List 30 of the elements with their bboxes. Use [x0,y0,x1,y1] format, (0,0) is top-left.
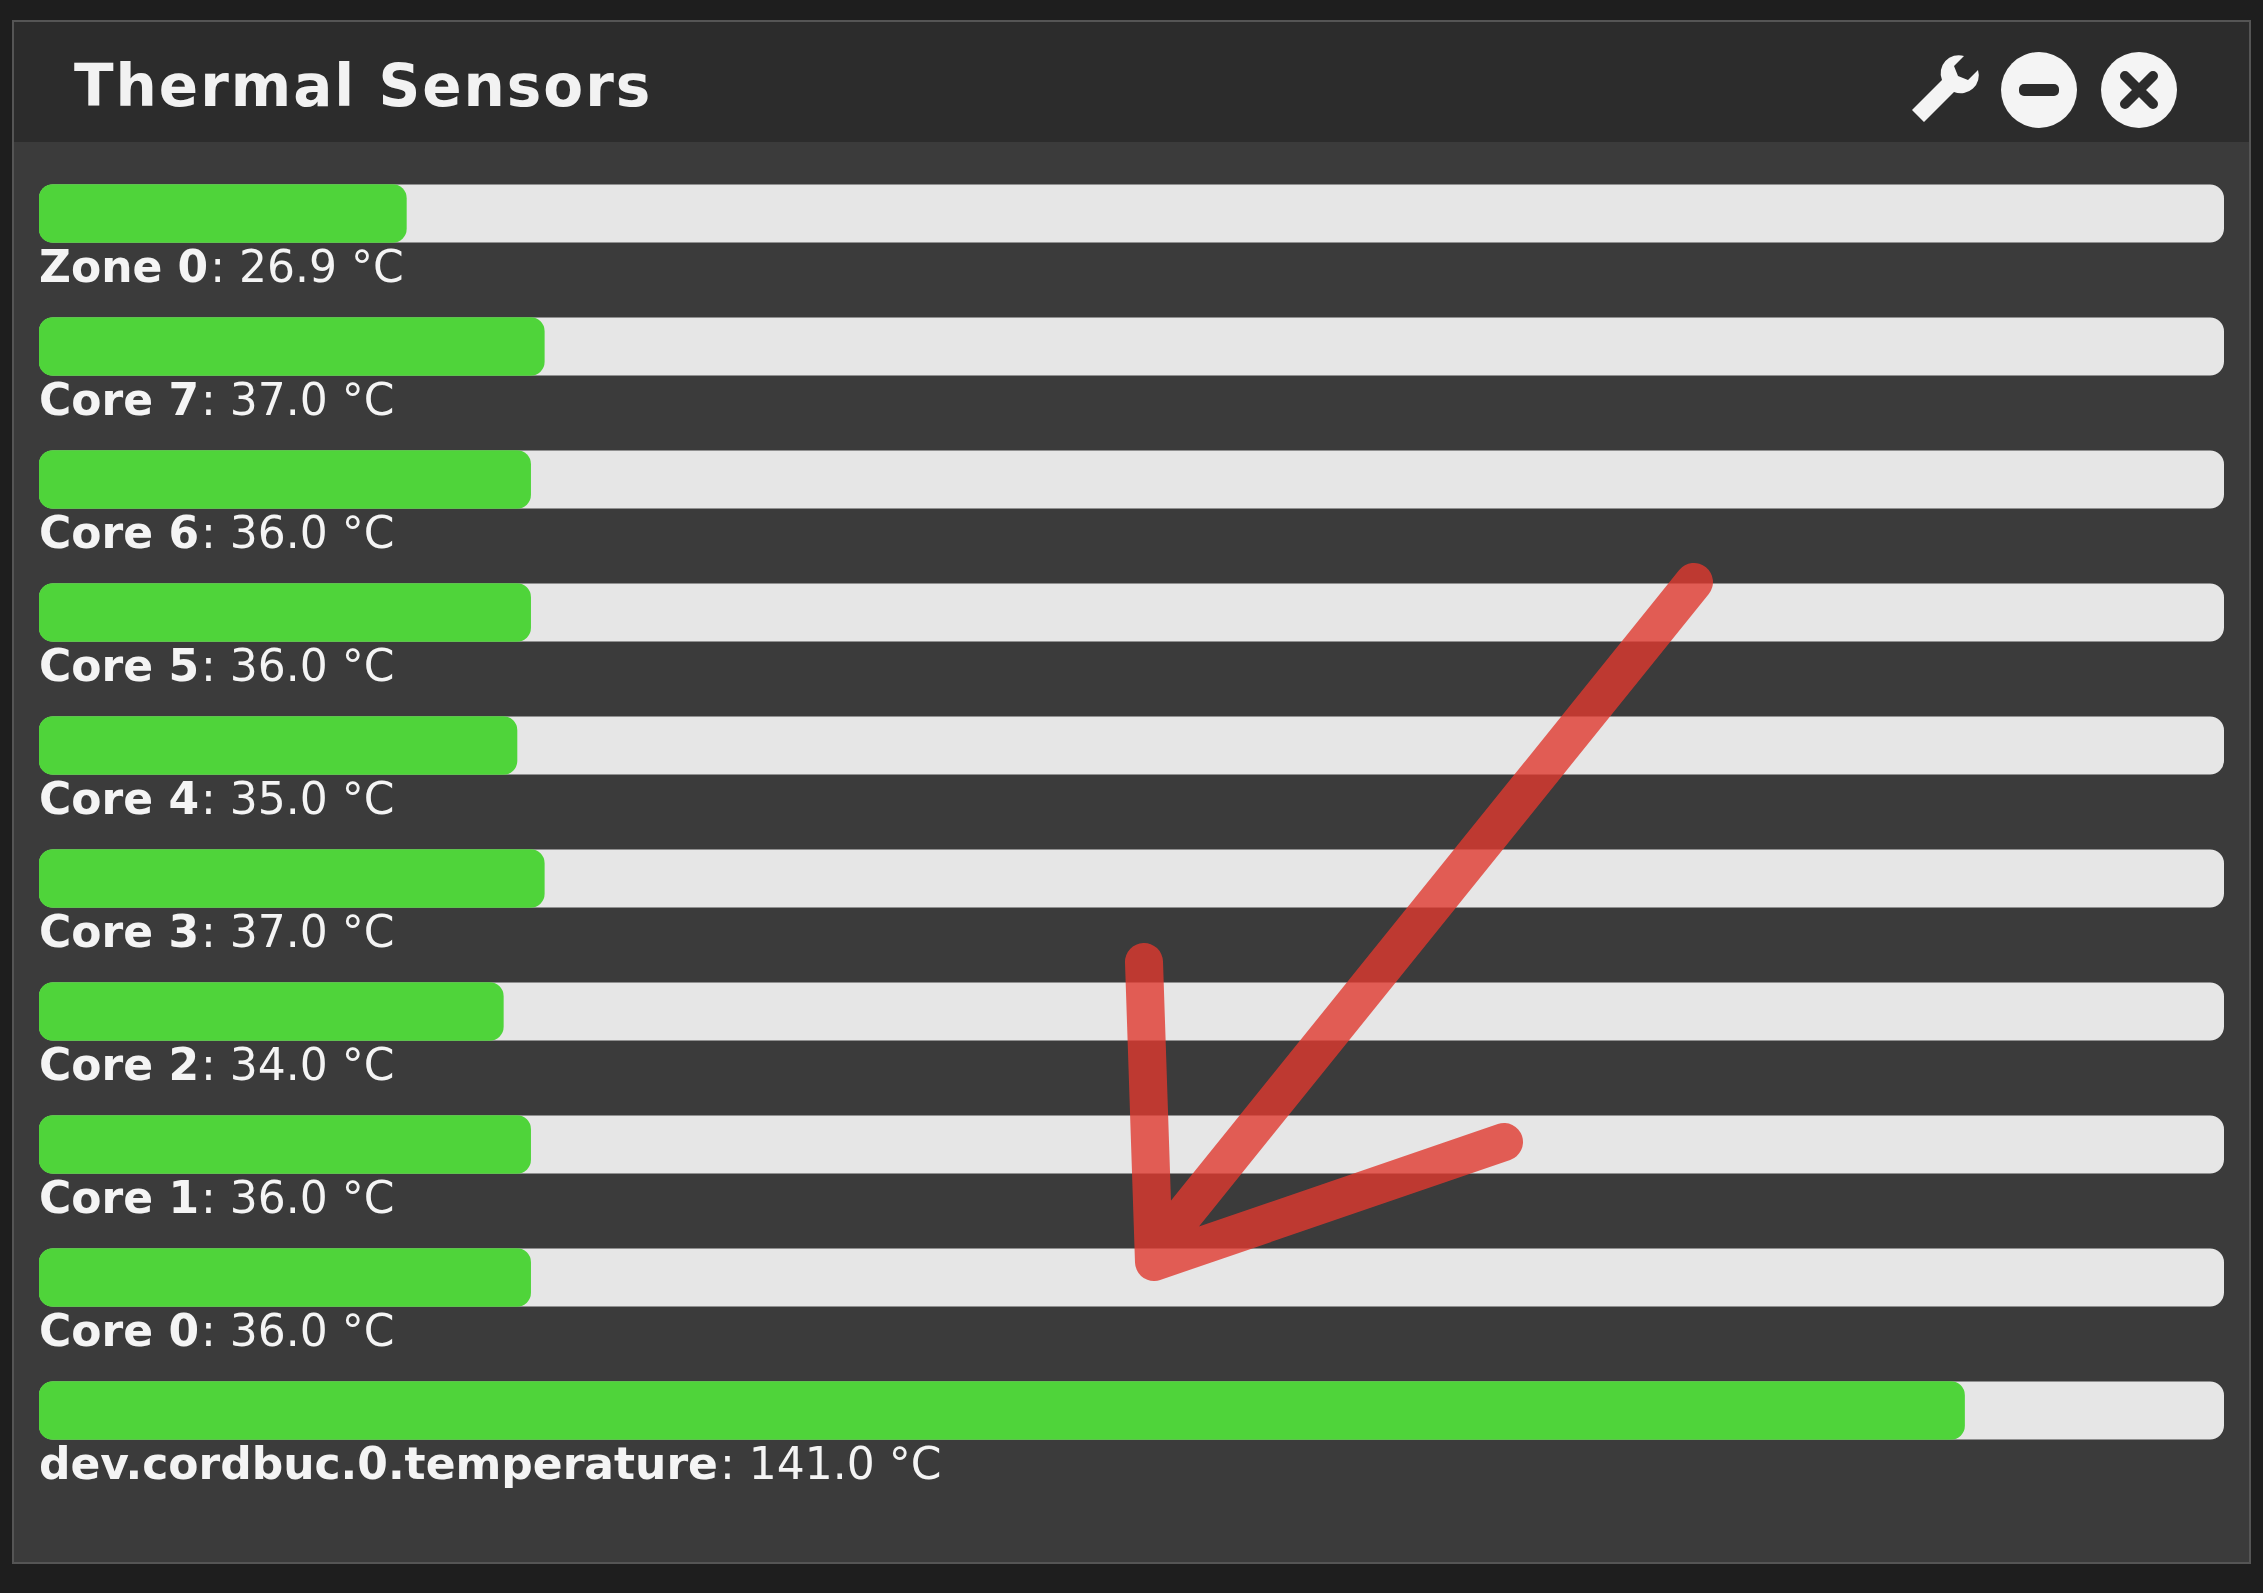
y-tick-label: dev.cordbuc.0.temperature [39,1437,718,1489]
bar [39,716,518,775]
data-label: : 37.0 °C [200,905,395,957]
data-label: : 35.0 °C [200,772,395,824]
bar [39,317,545,376]
y-tick-label: Core 0 [39,1304,199,1356]
bar [39,184,407,243]
y-tick-label: Core 2 [39,1038,199,1090]
y-tick-label: Core 3 [39,905,199,957]
y-tick-label: Core 7 [39,373,199,425]
data-label: : 141.0 °C [719,1437,942,1489]
bar [39,1248,531,1307]
chart-title: Thermal Sensors [74,52,653,120]
data-label: : 26.9 °C [210,240,404,292]
data-label: : 34.0 °C [200,1038,395,1090]
data-label: : 36.0 °C [200,639,395,691]
bar [39,583,531,642]
y-tick-label: Zone 0 [39,240,209,292]
bar [39,450,531,509]
bar [39,849,545,908]
data-label: : 36.0 °C [200,506,395,558]
y-tick-label: Core 5 [39,639,199,691]
data-label: : 36.0 °C [200,1171,395,1223]
data-label: : 36.0 °C [200,1304,395,1356]
bar [39,982,504,1041]
y-tick-label: Core 6 [39,506,199,558]
y-tick-label: Core 4 [39,772,199,824]
y-tick-label: Core 1 [39,1171,199,1223]
data-label: : 37.0 °C [200,373,395,425]
bar [39,1115,531,1174]
